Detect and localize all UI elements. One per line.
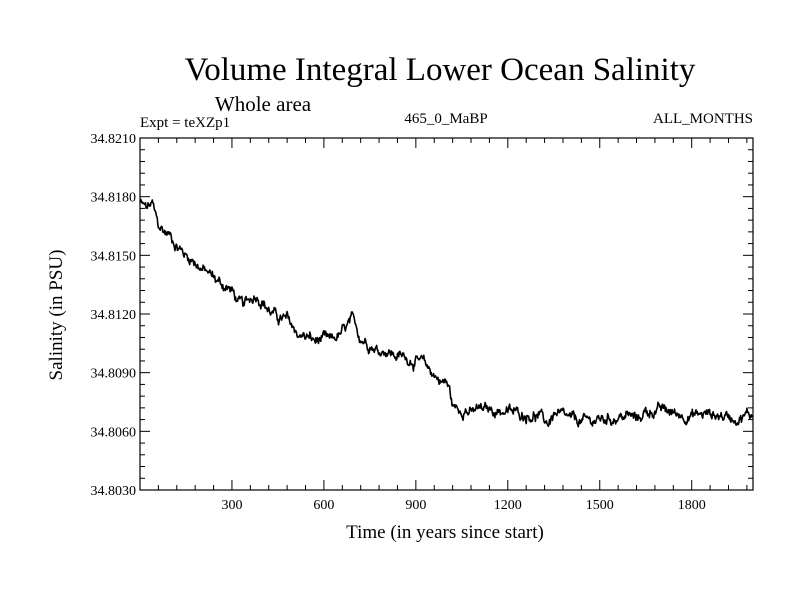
y-tick-label: 34.8150 — [91, 249, 137, 264]
x-tick-label: 1200 — [494, 498, 522, 513]
y-tick-label: 34.8030 — [91, 484, 137, 499]
run-label: 465_0_MaBP — [404, 111, 487, 127]
y-axis-ticks — [140, 137, 753, 491]
y-tick-label: 34.8090 — [91, 367, 137, 382]
y-axis-label: Salinity (in PSU) — [46, 250, 67, 381]
salinity-series-line — [139, 198, 754, 428]
x-axis-label: Time (in years since start) — [346, 522, 544, 543]
y-tick-label: 34.8060 — [91, 425, 137, 440]
months-label: ALL_MONTHS — [653, 111, 753, 127]
x-tick-label: 1800 — [678, 498, 706, 513]
x-tick-label: 1500 — [586, 498, 614, 513]
y-tick-label: 34.8120 — [91, 308, 137, 323]
x-tick-label: 900 — [405, 498, 426, 513]
y-axis-tick-labels: 34.8030 34.8060 34.8090 34.8120 34.8150 34.81… — [91, 132, 137, 499]
chart-subtitle: Whole area — [215, 92, 312, 116]
plot-frame — [139, 137, 754, 491]
chart-title: Volume Integral Lower Ocean Salinity — [185, 52, 696, 88]
experiment-label: Expt = teXZp1 — [140, 115, 230, 131]
x-tick-label: 600 — [313, 498, 334, 513]
x-tick-label: 300 — [221, 498, 242, 513]
x-axis-tick-labels: 300 600 900 1200 1500 1800 — [221, 498, 705, 513]
y-tick-label: 34.8180 — [91, 191, 137, 206]
y-tick-label: 34.8210 — [91, 132, 137, 147]
x-axis-ticks — [157, 138, 748, 490]
